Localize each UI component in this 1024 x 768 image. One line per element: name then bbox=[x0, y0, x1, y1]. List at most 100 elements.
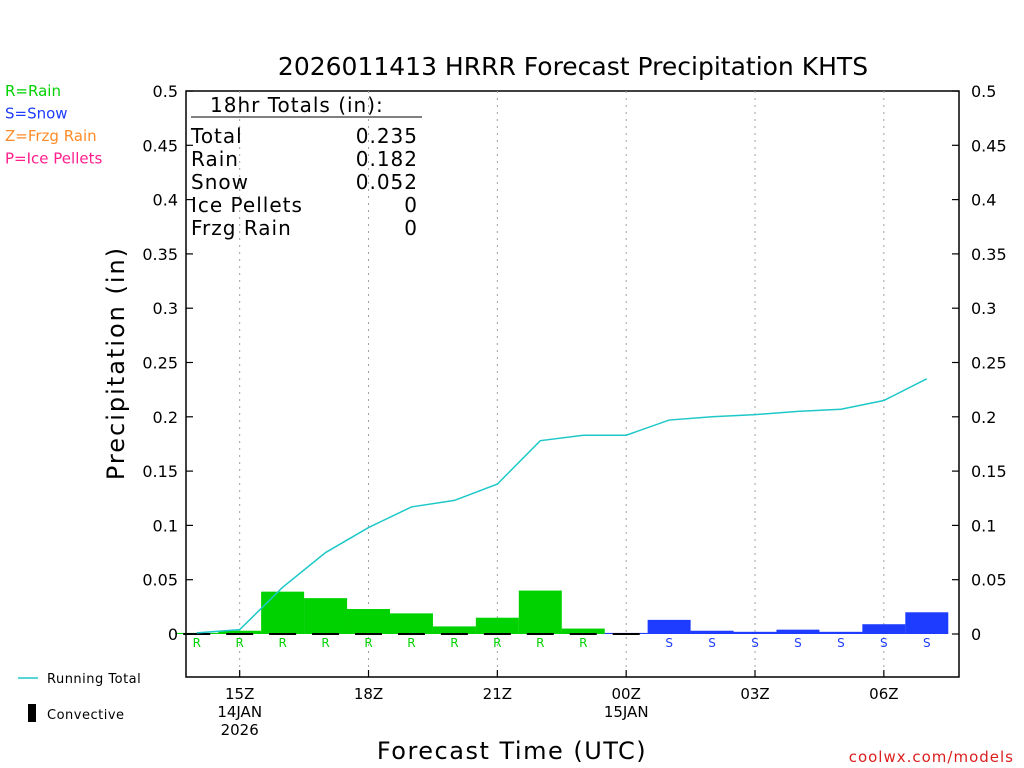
running-total-layer bbox=[196, 378, 928, 634]
precip-type-marker: S bbox=[880, 636, 888, 650]
rain-bar bbox=[261, 591, 305, 634]
chart-title: 2026011413 HRRR Forecast Precipitation K… bbox=[278, 52, 868, 81]
totals-title: 18hr Totals (in): bbox=[210, 93, 384, 117]
convective-bar bbox=[483, 633, 511, 635]
totals-box: 18hr Totals (in): Total 0.235 Rain 0.182 Sno… bbox=[190, 93, 422, 240]
precip-type-marker: S bbox=[751, 636, 759, 650]
precip-type-marker: R bbox=[236, 636, 244, 650]
y-axis-right: 0 0.05 0.1 0.15 0.2 0.25 0.3 0.35 0.4 0.45 0.5 bbox=[952, 82, 1007, 644]
x-axis-label: Forecast Time (UTC) bbox=[377, 737, 647, 765]
snow-bar bbox=[690, 630, 734, 634]
y-tick-label-right: 0.3 bbox=[971, 299, 996, 318]
x-tick-label: 15JAN bbox=[604, 703, 649, 721]
precip-type-marker: R bbox=[321, 636, 329, 650]
precip-type-marker: S bbox=[794, 636, 802, 650]
y-tick-label-left: 0.15 bbox=[142, 462, 178, 481]
series-legend: Running Total Convective bbox=[18, 672, 141, 723]
y-tick-label-right: 0.25 bbox=[971, 354, 1007, 373]
precip-type-marker: R bbox=[193, 636, 201, 650]
y-axis-left: 0 0.05 0.1 0.15 0.2 0.25 0.3 0.35 0.4 0.45 0.5 bbox=[142, 82, 193, 644]
totals-row-value: 0 bbox=[404, 193, 418, 217]
y-tick-label-right: 0.15 bbox=[971, 462, 1007, 481]
convective-bar bbox=[440, 633, 468, 635]
convective-bar bbox=[355, 633, 383, 635]
snow-bar bbox=[862, 624, 906, 634]
x-tick-label: 15Z bbox=[225, 685, 254, 703]
convective-bar bbox=[312, 633, 340, 635]
rain-bar bbox=[561, 628, 605, 634]
y-tick-label-right: 0 bbox=[971, 625, 981, 644]
precip-type-marker: R bbox=[536, 636, 544, 650]
convective-bar bbox=[612, 633, 640, 635]
snow-bar bbox=[733, 631, 777, 634]
convective-legend-swatch bbox=[28, 704, 36, 722]
x-tick-label: 18Z bbox=[354, 685, 383, 703]
rain-bar bbox=[218, 630, 262, 634]
y-tick-label-left: 0 bbox=[168, 625, 178, 644]
precip-type-marker: S bbox=[665, 636, 673, 650]
rain-bar bbox=[518, 590, 562, 634]
rain-bar bbox=[389, 613, 433, 634]
totals-row-label: Total bbox=[190, 124, 243, 148]
y-tick-label-right: 0.45 bbox=[971, 136, 1007, 155]
precip-type-key: Z=Frzg Rain bbox=[5, 127, 97, 145]
y-axis-label: Precipitation (in) bbox=[102, 246, 130, 480]
snow-bar bbox=[819, 631, 863, 634]
y-tick-label-right: 0.4 bbox=[971, 191, 996, 210]
running-total-line bbox=[196, 378, 928, 634]
rain-bar bbox=[432, 626, 476, 634]
convective-legend-label: Convective bbox=[47, 708, 125, 723]
y-tick-label-left: 0.45 bbox=[142, 136, 178, 155]
y-tick-label-left: 0.4 bbox=[153, 191, 178, 210]
snow-bar bbox=[905, 612, 949, 634]
y-tick-label-right: 0.1 bbox=[971, 516, 996, 535]
y-tick-label-left: 0.35 bbox=[142, 245, 178, 264]
precip-type-key: R=Rain bbox=[5, 82, 61, 100]
precip-type-marker: R bbox=[407, 636, 415, 650]
precip-type-marker: R bbox=[450, 636, 458, 650]
precip-type-marker: R bbox=[364, 636, 372, 650]
y-tick-label-right: 0.5 bbox=[971, 82, 996, 101]
y-tick-label-right: 0.35 bbox=[971, 245, 1007, 264]
totals-row-label: Ice Pellets bbox=[191, 193, 303, 217]
y-tick-label-left: 0.05 bbox=[142, 571, 178, 590]
rain-bar bbox=[347, 609, 391, 634]
precip-type-key: P=Ice Pellets bbox=[5, 150, 102, 168]
totals-row-label: Frzg Rain bbox=[191, 216, 292, 240]
totals-row-label: Snow bbox=[191, 170, 249, 194]
convective-bar bbox=[526, 633, 554, 635]
x-tick-label: 00Z bbox=[611, 685, 640, 703]
snow-bar bbox=[776, 629, 820, 634]
convective-bar bbox=[269, 633, 297, 635]
totals-row-label: Rain bbox=[191, 147, 239, 171]
precip-type-marker: R bbox=[493, 636, 501, 650]
totals-row-value: 0.182 bbox=[356, 147, 418, 171]
precip-type-key: S=Snow bbox=[5, 105, 68, 123]
x-tick-label: 2026 bbox=[221, 721, 259, 739]
convective-bar bbox=[183, 633, 211, 635]
y-tick-label-right: 0.05 bbox=[971, 571, 1007, 590]
y-tick-label-left: 0.1 bbox=[153, 516, 178, 535]
precip-type-marker: R bbox=[278, 636, 286, 650]
convective-bar bbox=[226, 633, 254, 635]
rain-bar bbox=[304, 598, 348, 634]
precip-type-marker: S bbox=[923, 636, 931, 650]
x-tick-label: 21Z bbox=[483, 685, 512, 703]
precip-type-legend: R=Rain S=Snow Z=Frzg Rain P=Ice Pellets bbox=[5, 82, 102, 168]
x-tick-label: 03Z bbox=[740, 685, 769, 703]
totals-rows: Total 0.235 Rain 0.182 Snow 0.052 Ice Pellets 0… bbox=[190, 124, 418, 240]
bars-layer bbox=[175, 590, 949, 635]
precip-type-marker: S bbox=[708, 636, 716, 650]
y-tick-label-left: 0.2 bbox=[153, 408, 178, 427]
convective-bar bbox=[397, 633, 425, 635]
rain-bar bbox=[475, 617, 519, 634]
y-tick-label-right: 0.2 bbox=[971, 408, 996, 427]
precip-type-marker: R bbox=[579, 636, 587, 650]
grid-layer bbox=[239, 91, 885, 677]
y-tick-label-left: 0.5 bbox=[153, 82, 178, 101]
totals-row-value: 0 bbox=[404, 216, 418, 240]
x-tick-label: 06Z bbox=[869, 685, 898, 703]
running-total-legend-label: Running Total bbox=[47, 672, 141, 687]
